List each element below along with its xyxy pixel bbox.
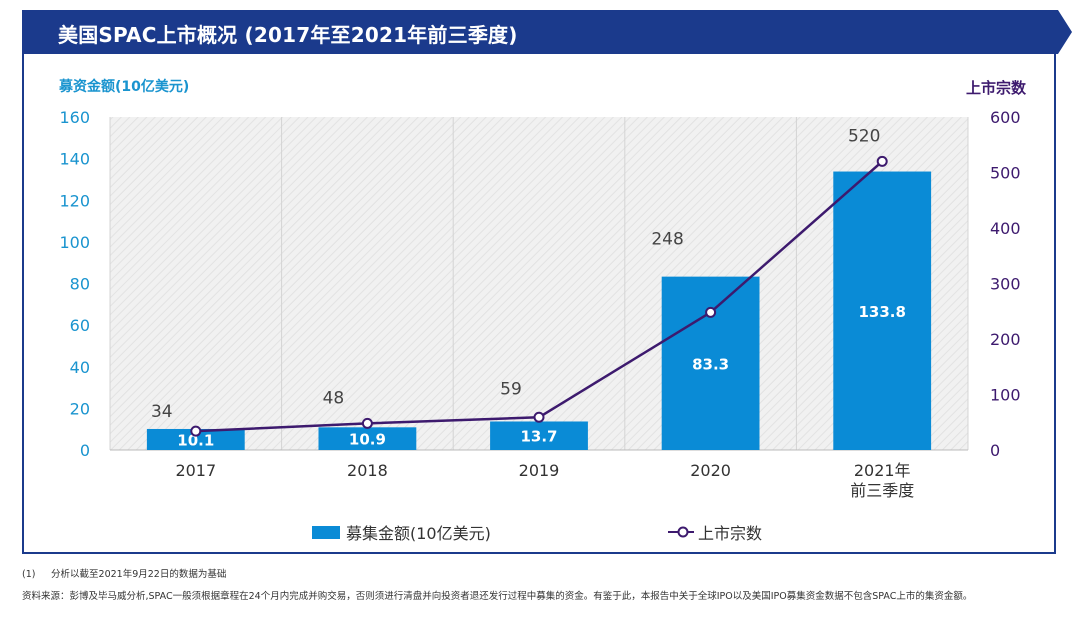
left-axis-tick: 40 <box>70 358 90 377</box>
legend-bar-swatch <box>312 525 340 539</box>
legend: 募集金额(10亿美元) 上市宗数 <box>0 520 1080 544</box>
left-axis-title: 募资金额(10亿美元) <box>59 79 190 95</box>
right-axis-tick: 0 <box>990 441 1000 460</box>
line-point <box>190 425 202 437</box>
bar <box>146 428 245 450</box>
right-axis-tick: 500 <box>990 164 1021 183</box>
legend-bar-label: 募集金额(10亿美元) <box>346 524 491 543</box>
legend-item-line: 上市宗数 <box>668 520 762 544</box>
right-axis-title: 上市宗数 <box>965 79 1026 97</box>
line-point <box>361 417 373 429</box>
source-note: 资料来源：彭博及毕马威分析,SPAC一般须根据章程在24个月内完成并购交易，否则… <box>22 591 973 602</box>
chart-frame <box>22 54 1056 554</box>
right-axis-tick: 600 <box>990 108 1021 127</box>
right-axis-tick: 100 <box>990 386 1021 405</box>
x-axis-label: 2021年前三季度 <box>850 461 914 500</box>
plot-area <box>110 117 968 450</box>
legend-line-swatch <box>668 526 694 538</box>
x-axis-label: 2018 <box>347 461 388 480</box>
footnote-text: 分析以截至2021年9月22日的数据为基础 <box>51 569 227 580</box>
left-axis-tick: 140 <box>59 150 90 169</box>
right-axis-tick: 300 <box>990 275 1021 294</box>
left-axis-tick: 0 <box>80 441 90 460</box>
bar <box>833 171 932 450</box>
bar-value-label: 10.1 <box>177 431 214 449</box>
legend-line-label: 上市宗数 <box>698 524 763 543</box>
x-axis-label: 2017 <box>175 461 216 480</box>
footnote: (1) 分析以截至2021年9月22日的数据为基础 <box>22 566 226 580</box>
left-axis-tick: 80 <box>70 275 90 294</box>
bar-value-label: 133.8 <box>858 303 905 321</box>
bar <box>318 427 417 450</box>
bar-value-label: 13.7 <box>520 428 557 446</box>
chart-title: 美国SPAC上市概况 (2017年至2021年前三季度) <box>58 23 518 47</box>
left-axis-tick: 100 <box>59 233 90 252</box>
bar-value-label: 83.3 <box>692 355 729 373</box>
left-axis-tick: 20 <box>70 399 90 418</box>
banner-shape <box>22 10 1072 54</box>
line-point <box>705 306 717 318</box>
left-axis-tick: 160 <box>59 108 90 127</box>
bar-value-label: 10.9 <box>349 431 386 449</box>
line-value-label: 59 <box>500 379 522 399</box>
line-point <box>876 155 888 167</box>
line-value-label: 34 <box>151 402 173 422</box>
line-point <box>533 411 545 423</box>
right-axis-tick: 200 <box>990 330 1021 349</box>
right-axis-tick: 400 <box>990 219 1021 238</box>
footnote-number: (1) <box>22 569 36 580</box>
line-value-label: 520 <box>848 126 880 146</box>
left-axis-tick: 120 <box>59 191 90 210</box>
bar <box>661 276 760 450</box>
title-banner: 美国SPAC上市概况 (2017年至2021年前三季度) <box>22 10 1072 54</box>
line-value-label: 48 <box>323 388 345 408</box>
line-value-label: 248 <box>651 229 683 249</box>
x-axis-label: 2020 <box>690 461 731 480</box>
bar <box>490 421 588 450</box>
legend-item-bar: 募集金额(10亿美元) <box>312 520 491 544</box>
x-axis-label: 2019 <box>519 461 560 480</box>
left-axis-tick: 60 <box>70 316 90 335</box>
